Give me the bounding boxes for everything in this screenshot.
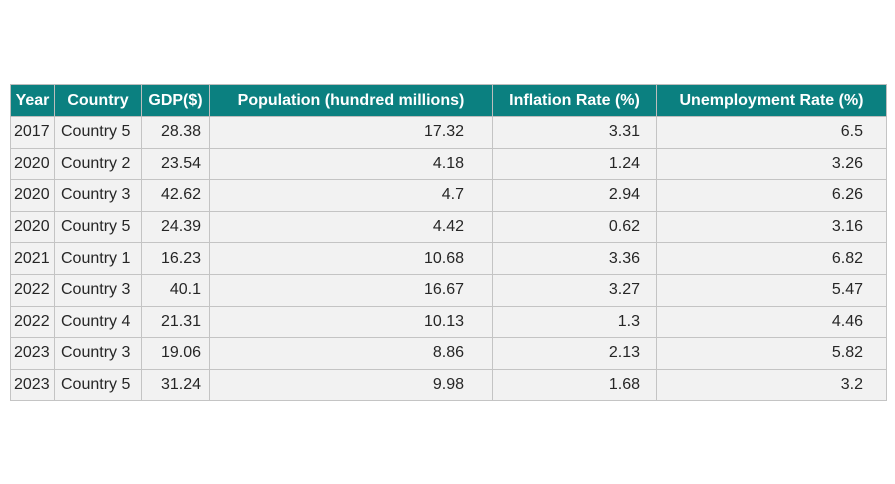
header-population: Population (hundred millions)	[209, 84, 493, 117]
cell-unemployment: 6.82	[656, 242, 887, 275]
cell-population: 4.7	[209, 179, 493, 212]
table-row: 2020 Country 2 23.54 4.18 1.24 3.26	[10, 147, 887, 181]
table-row: 2023 Country 3 19.06 8.86 2.13 5.82	[10, 337, 887, 370]
cell-inflation: 3.31	[492, 116, 657, 149]
cell-country: Country 5	[54, 210, 142, 244]
cell-population: 16.67	[209, 273, 493, 307]
cell-unemployment: 3.16	[656, 210, 887, 244]
header-unemployment: Unemployment Rate (%)	[656, 84, 887, 117]
data-table: Year Country GDP($) Population (hundred …	[10, 84, 887, 402]
cell-gdp: 21.31	[141, 305, 210, 339]
table-row: 2022 Country 4 21.31 10.13 1.3 4.46	[10, 305, 887, 339]
cell-country: Country 3	[54, 273, 142, 307]
cell-population: 8.86	[209, 337, 493, 370]
cell-country: Country 5	[54, 116, 142, 149]
cell-gdp: 28.38	[141, 116, 210, 149]
cell-year: 2017	[10, 116, 55, 149]
table-row: 2022 Country 3 40.1 16.67 3.27 5.47	[10, 273, 887, 307]
cell-inflation: 2.94	[492, 179, 657, 212]
table-row: 2020 Country 5 24.39 4.42 0.62 3.16	[10, 210, 887, 244]
table-row: 2023 Country 5 31.24 9.98 1.68 3.2	[10, 368, 887, 402]
table-row: 2017 Country 5 28.38 17.32 3.31 6.5	[10, 116, 887, 149]
cell-inflation: 3.36	[492, 242, 657, 275]
cell-inflation: 1.24	[492, 147, 657, 181]
cell-country: Country 3	[54, 337, 142, 370]
cell-gdp: 19.06	[141, 337, 210, 370]
cell-unemployment: 4.46	[656, 305, 887, 339]
cell-gdp: 16.23	[141, 242, 210, 275]
cell-unemployment: 6.5	[656, 116, 887, 149]
cell-inflation: 0.62	[492, 210, 657, 244]
cell-year: 2023	[10, 337, 55, 370]
cell-country: Country 5	[54, 368, 142, 402]
cell-unemployment: 3.26	[656, 147, 887, 181]
data-table-container: Year Country GDP($) Population (hundred …	[10, 84, 887, 402]
cell-year: 2021	[10, 242, 55, 275]
cell-inflation: 1.3	[492, 305, 657, 339]
cell-gdp: 40.1	[141, 273, 210, 307]
table-row: 2020 Country 3 42.62 4.7 2.94 6.26	[10, 179, 887, 212]
table-body: 2017 Country 5 28.38 17.32 3.31 6.5 2020…	[10, 116, 887, 402]
cell-year: 2023	[10, 368, 55, 402]
cell-population: 4.18	[209, 147, 493, 181]
cell-unemployment: 6.26	[656, 179, 887, 212]
cell-gdp: 31.24	[141, 368, 210, 402]
cell-year: 2022	[10, 273, 55, 307]
header-gdp: GDP($)	[141, 84, 210, 117]
header-year: Year	[10, 84, 55, 117]
header-country: Country	[54, 84, 142, 117]
cell-country: Country 2	[54, 147, 142, 181]
cell-year: 2020	[10, 179, 55, 212]
header-inflation: Inflation Rate (%)	[492, 84, 657, 117]
cell-gdp: 24.39	[141, 210, 210, 244]
cell-country: Country 4	[54, 305, 142, 339]
cell-unemployment: 5.47	[656, 273, 887, 307]
cell-inflation: 2.13	[492, 337, 657, 370]
cell-population: 10.13	[209, 305, 493, 339]
cell-country: Country 1	[54, 242, 142, 275]
cell-unemployment: 5.82	[656, 337, 887, 370]
cell-inflation: 3.27	[492, 273, 657, 307]
cell-inflation: 1.68	[492, 368, 657, 402]
cell-gdp: 23.54	[141, 147, 210, 181]
cell-year: 2020	[10, 147, 55, 181]
cell-year: 2020	[10, 210, 55, 244]
cell-year: 2022	[10, 305, 55, 339]
cell-population: 17.32	[209, 116, 493, 149]
table-row: 2021 Country 1 16.23 10.68 3.36 6.82	[10, 242, 887, 275]
cell-country: Country 3	[54, 179, 142, 212]
header-row: Year Country GDP($) Population (hundred …	[10, 84, 887, 117]
cell-population: 9.98	[209, 368, 493, 402]
cell-population: 4.42	[209, 210, 493, 244]
cell-population: 10.68	[209, 242, 493, 275]
cell-unemployment: 3.2	[656, 368, 887, 402]
cell-gdp: 42.62	[141, 179, 210, 212]
